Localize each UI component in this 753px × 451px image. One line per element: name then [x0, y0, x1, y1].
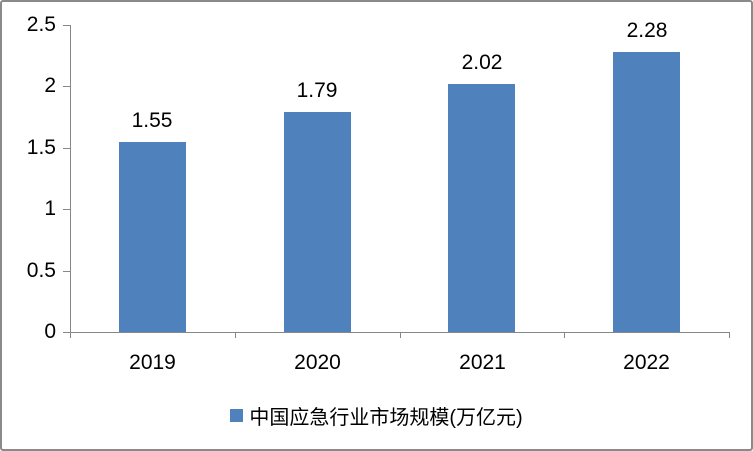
legend-marker-icon — [230, 408, 244, 422]
x-tick-mark — [729, 332, 730, 338]
y-tick-mark — [63, 86, 70, 87]
y-tick-label: 2 — [44, 74, 56, 97]
x-axis-label: 2019 — [129, 351, 176, 374]
y-tick-mark — [63, 25, 70, 26]
x-axis-label: 2021 — [459, 351, 506, 374]
x-axis-label: 2020 — [294, 351, 341, 374]
bar — [284, 112, 351, 332]
y-tick-mark — [63, 209, 70, 210]
x-tick-mark — [70, 332, 71, 338]
bar — [448, 84, 515, 332]
y-tick-label: 0 — [44, 320, 56, 343]
legend: 中国应急行业市场规模(万亿元) — [2, 401, 751, 429]
y-axis-line — [70, 25, 71, 338]
legend-label: 中国应急行业市场规模(万亿元) — [249, 406, 523, 429]
bar-value-label: 2.02 — [461, 51, 503, 74]
bar-value-label: 1.55 — [131, 109, 173, 132]
x-tick-mark — [235, 332, 236, 338]
y-tick-label: 0.5 — [26, 259, 56, 282]
x-tick-mark — [564, 332, 565, 338]
x-axis-label: 2022 — [623, 351, 670, 374]
y-tick-mark — [63, 332, 70, 333]
bar-value-label: 2.28 — [626, 19, 668, 42]
y-tick-mark — [63, 148, 70, 149]
y-tick-label: 1 — [44, 197, 56, 220]
bar — [613, 52, 680, 332]
y-tick-mark — [63, 271, 70, 272]
y-tick-label: 2.5 — [26, 13, 56, 36]
bar-value-label: 1.79 — [296, 79, 338, 102]
x-axis-line — [70, 332, 729, 333]
y-tick-label: 1.5 — [26, 136, 56, 159]
bar — [119, 142, 186, 332]
x-tick-mark — [400, 332, 401, 338]
